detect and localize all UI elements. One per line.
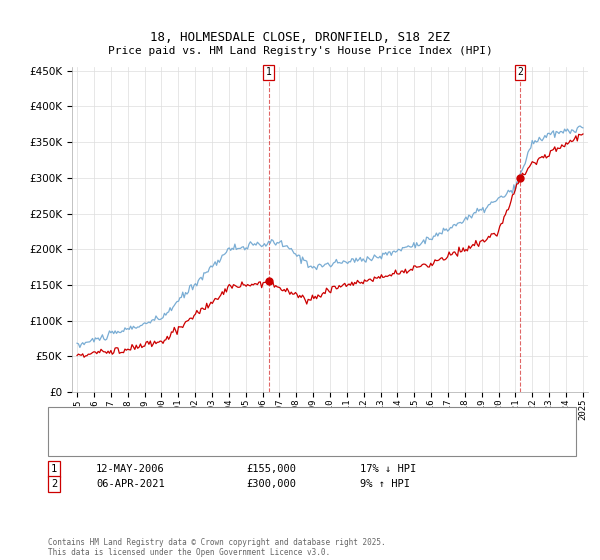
Text: 18, HOLMESDALE CLOSE, DRONFIELD, S18 2EZ: 18, HOLMESDALE CLOSE, DRONFIELD, S18 2EZ — [150, 31, 450, 44]
Text: —: — — [60, 428, 69, 443]
Text: 17% ↓ HPI: 17% ↓ HPI — [360, 464, 416, 474]
Text: 1: 1 — [51, 464, 57, 474]
Text: 18, HOLMESDALE CLOSE, DRONFIELD, S18 2EZ (detached house): 18, HOLMESDALE CLOSE, DRONFIELD, S18 2EZ… — [81, 431, 409, 440]
Text: 2: 2 — [51, 479, 57, 489]
Text: 12-MAY-2006: 12-MAY-2006 — [96, 464, 165, 474]
Text: HPI: Average price, detached house, North East Derbyshire: HPI: Average price, detached house, Nort… — [81, 444, 409, 452]
Text: 2: 2 — [517, 67, 523, 77]
Text: 06-APR-2021: 06-APR-2021 — [96, 479, 165, 489]
Text: 1: 1 — [266, 67, 272, 77]
Text: £155,000: £155,000 — [246, 464, 296, 474]
Text: Contains HM Land Registry data © Crown copyright and database right 2025.
This d: Contains HM Land Registry data © Crown c… — [48, 538, 386, 557]
Text: —: — — [60, 441, 69, 455]
Text: £300,000: £300,000 — [246, 479, 296, 489]
Text: Price paid vs. HM Land Registry's House Price Index (HPI): Price paid vs. HM Land Registry's House … — [107, 46, 493, 56]
Text: 9% ↑ HPI: 9% ↑ HPI — [360, 479, 410, 489]
